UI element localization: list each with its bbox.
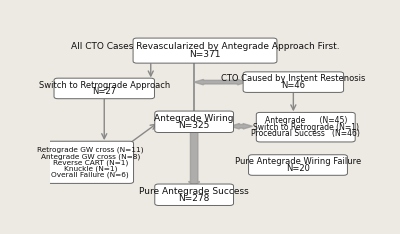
FancyBboxPatch shape (155, 184, 234, 205)
FancyBboxPatch shape (155, 111, 234, 132)
Text: N=325: N=325 (178, 121, 210, 130)
Text: Pure Antegrade Success: Pure Antegrade Success (139, 187, 249, 196)
FancyBboxPatch shape (47, 141, 134, 183)
Text: N=27: N=27 (92, 87, 116, 96)
Text: Antegrade Wiring: Antegrade Wiring (154, 114, 234, 123)
Text: All CTO Cases Revascularized by Antegrade Approach First.: All CTO Cases Revascularized by Antegrad… (71, 42, 339, 51)
Polygon shape (230, 124, 252, 129)
Text: Retrograde GW cross (N=11): Retrograde GW cross (N=11) (37, 147, 144, 154)
FancyBboxPatch shape (54, 78, 154, 99)
Polygon shape (194, 79, 247, 85)
FancyBboxPatch shape (243, 72, 344, 92)
Text: Reverse CART (N=1): Reverse CART (N=1) (53, 159, 128, 166)
Polygon shape (188, 130, 200, 186)
Text: Overall Failure (N=6): Overall Failure (N=6) (52, 171, 129, 178)
Text: Antegrade      (N=45): Antegrade (N=45) (264, 116, 347, 125)
Text: N=371: N=371 (189, 50, 221, 59)
FancyBboxPatch shape (248, 155, 348, 175)
FancyBboxPatch shape (133, 38, 277, 63)
Text: N=278: N=278 (178, 194, 210, 203)
Text: Antegrade GW cross (N=8): Antegrade GW cross (N=8) (41, 153, 140, 160)
Text: Switch to Retrograde (N=1): Switch to Retrograde (N=1) (253, 123, 359, 132)
Text: Knuckle (N=1): Knuckle (N=1) (64, 165, 117, 172)
Text: N=46: N=46 (281, 81, 305, 90)
Text: Switch to Retrograde Approach: Switch to Retrograde Approach (39, 81, 170, 90)
Text: Procedural Success   (N=46): Procedural Success (N=46) (251, 129, 360, 138)
Text: Pure Antegrade Wiring Failure: Pure Antegrade Wiring Failure (235, 157, 361, 166)
Text: CTO Caused by Instent Restenosis: CTO Caused by Instent Restenosis (221, 74, 366, 83)
Text: N=20: N=20 (286, 164, 310, 173)
FancyBboxPatch shape (256, 112, 355, 142)
